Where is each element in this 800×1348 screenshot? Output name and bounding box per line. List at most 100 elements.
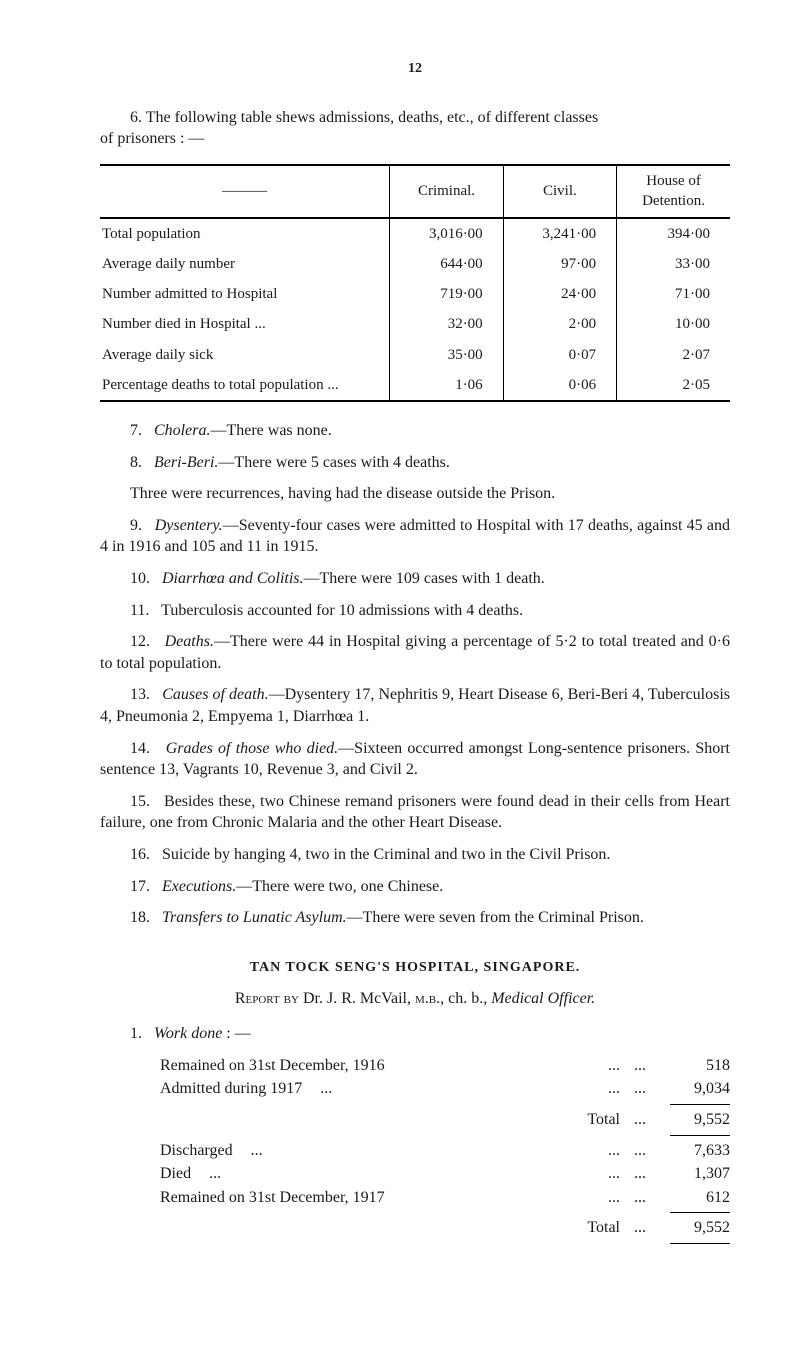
- report-by-mid: , ch. b.,: [440, 990, 491, 1007]
- para-16: 16. Suicide by hanging 4, two in the Cri…: [100, 844, 730, 866]
- report-by-line: Report by Dr. J. R. McVail, m.b., ch. b.…: [100, 988, 730, 1010]
- para-num: 8.: [130, 454, 142, 471]
- stats-table: ——— Criminal. Civil. House of Detention.…: [100, 164, 730, 402]
- rule-line: [670, 1135, 730, 1136]
- row-val: 32·00: [390, 309, 503, 339]
- col-house: House of Detention.: [617, 165, 730, 218]
- para-italic-label: Dysentery.: [155, 517, 223, 534]
- row-val: 24·00: [503, 279, 616, 309]
- row-val: 719·00: [390, 279, 503, 309]
- wd-dots: ...: [620, 1109, 660, 1131]
- para-num: 15.: [130, 793, 150, 810]
- para-12: 12. Deaths.—There were 44 in Hospital gi…: [100, 631, 730, 674]
- wd-dots: ...: [620, 1140, 660, 1162]
- workdone-row: Discharged ... ... 7,633: [160, 1140, 730, 1162]
- para-italic-label: Causes of death.: [162, 686, 268, 703]
- workdone-row: Remained on 31st December, 1917 ... ... …: [160, 1187, 730, 1209]
- table-row: Total population 3,016·00 3,241·00 394·0…: [100, 218, 730, 249]
- wd-label: Remained on 31st December, 1916: [160, 1055, 530, 1077]
- wd-dots: ...: [530, 1055, 620, 1077]
- row-val: 1·06: [390, 370, 503, 401]
- para-num: 13.: [130, 686, 150, 703]
- wd-value: 7,633: [660, 1140, 730, 1162]
- row-val: 3,016·00: [390, 218, 503, 249]
- row-label: Average daily sick: [100, 340, 390, 370]
- wd-dots: ...: [620, 1187, 660, 1209]
- para-italic-label: Transfers to Lunatic Asylum.: [162, 909, 347, 926]
- wd-dots: ...: [530, 1163, 620, 1185]
- para-text: Suicide by hanging 4, two in the Crimina…: [162, 846, 610, 863]
- row-val: 10·00: [617, 309, 730, 339]
- para-rest: —There were two, one Chinese.: [236, 878, 443, 895]
- wd-dots: ...: [620, 1217, 660, 1239]
- intro-paragraph: 6. The following table shews admissions,…: [100, 107, 730, 150]
- workdone-list: Remained on 31st December, 1916 ... ... …: [160, 1055, 730, 1244]
- row-val: 2·05: [617, 370, 730, 401]
- intro-line1: 6. The following table shews admissions,…: [130, 109, 598, 126]
- wd-total-label: Total: [530, 1109, 620, 1131]
- para-7: 7. Cholera.—There was none.: [100, 420, 730, 442]
- workdone-total-row: Total ... 9,552: [160, 1217, 730, 1239]
- wd-label: Died: [160, 1163, 530, 1185]
- para-9: 9. Dysentery.—Seventy-four cases were ad…: [100, 515, 730, 558]
- wd-dots: ...: [530, 1187, 620, 1209]
- para-italic-label: Executions.: [162, 878, 236, 895]
- workdone-row: Remained on 31st December, 1916 ... ... …: [160, 1055, 730, 1077]
- para-rest: —There were 5 cases with 4 deaths.: [218, 454, 449, 471]
- header-dash: ———: [222, 183, 267, 199]
- section-title: TAN TOCK SENG'S HOSPITAL, SINGAPORE.: [100, 959, 730, 978]
- para-num: 18.: [130, 909, 150, 926]
- table-header-row: ——— Criminal. Civil. House of Detention.: [100, 165, 730, 218]
- para-italic-label: Grades of those who died.: [166, 740, 338, 757]
- row-val: 644·00: [390, 249, 503, 279]
- rule-line: [670, 1243, 730, 1244]
- wd-dots: ...: [620, 1078, 660, 1100]
- row-val: 394·00: [617, 218, 730, 249]
- wd-value: 9,552: [660, 1217, 730, 1239]
- col-criminal: Criminal.: [390, 165, 503, 218]
- para-15: 15. Besides these, two Chinese remand pr…: [100, 791, 730, 834]
- wd-blank: [160, 1217, 530, 1239]
- report-by-sc: m.b.: [415, 990, 440, 1007]
- wd-dots: ...: [530, 1078, 620, 1100]
- wd-label: Discharged: [160, 1140, 530, 1162]
- para-italic-label: Beri-Beri.: [154, 454, 218, 471]
- page-container: 12 6. The following table shews admissio…: [0, 0, 800, 1288]
- table-row: Average daily number 644·00 97·00 33·00: [100, 249, 730, 279]
- table-row: Percentage deaths to total population ..…: [100, 370, 730, 401]
- para-11: 11. Tuberculosis accounted for 10 admiss…: [100, 600, 730, 622]
- workdone-total-row: Total ... 9,552: [160, 1109, 730, 1131]
- para-num: 9.: [130, 517, 142, 534]
- row-val: 0·07: [503, 340, 616, 370]
- row-label: Number died in Hospital ...: [100, 309, 390, 339]
- wd-value: 612: [660, 1187, 730, 1209]
- row-label: Average daily number: [100, 249, 390, 279]
- wd-value: 518: [660, 1055, 730, 1077]
- para-num: 7.: [130, 422, 142, 439]
- report-by-name: Dr. J. R. McVail,: [303, 990, 415, 1007]
- workdone-num: 1.: [130, 1025, 142, 1042]
- rule-line: [670, 1212, 730, 1213]
- wd-dots: ...: [530, 1140, 620, 1162]
- wd-dots: ...: [620, 1163, 660, 1185]
- para-italic-label: Diarrhœa and Colitis.: [162, 570, 304, 587]
- para-text: Besides these, two Chinese remand prison…: [100, 793, 730, 832]
- table-row: Number died in Hospital ... 32·00 2·00 1…: [100, 309, 730, 339]
- para-num: 14.: [130, 740, 150, 757]
- col-civil: Civil.: [503, 165, 616, 218]
- page-number: 12: [100, 60, 730, 79]
- row-val: 35·00: [390, 340, 503, 370]
- wd-value: 1,307: [660, 1163, 730, 1185]
- para-rest: —There were seven from the Criminal Pris…: [347, 909, 644, 926]
- wd-value: 9,034: [660, 1078, 730, 1100]
- para-14: 14. Grades of those who died.—Sixteen oc…: [100, 738, 730, 781]
- workdone-row: Died ... ... 1,307: [160, 1163, 730, 1185]
- row-label: Percentage deaths to total population ..…: [100, 370, 390, 401]
- para-8a: Three were recurrences, having had the d…: [100, 483, 730, 505]
- wd-label: Remained on 31st December, 1917: [160, 1187, 530, 1209]
- row-val: 3,241·00: [503, 218, 616, 249]
- workdone-row: Admitted during 1917 ... ... 9,034: [160, 1078, 730, 1100]
- table-row: Number admitted to Hospital 719·00 24·00…: [100, 279, 730, 309]
- wd-total-label: Total: [530, 1217, 620, 1239]
- para-13: 13. Causes of death.—Dysentery 17, Nephr…: [100, 684, 730, 727]
